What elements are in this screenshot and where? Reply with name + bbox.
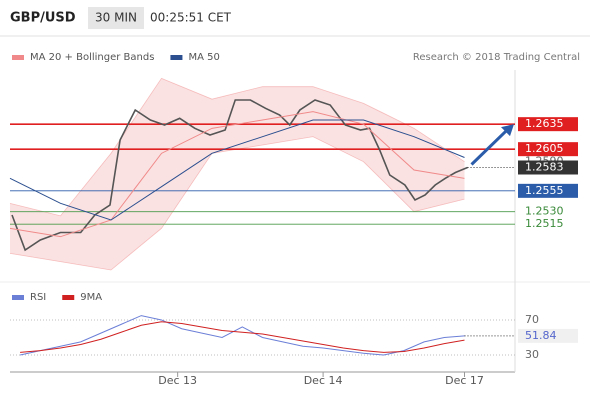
series-line	[19, 315, 465, 356]
y-tick-label: 1.2555	[525, 184, 564, 197]
series-line	[9, 111, 465, 238]
y-tick-label: 70	[525, 313, 539, 326]
timeframe-box	[88, 7, 144, 29]
y-tick-label: 1.2605	[525, 142, 564, 155]
y-tick-label: 1.2530	[525, 205, 564, 218]
level-box	[518, 117, 578, 132]
legend-label: RSI	[30, 292, 46, 303]
level-box	[518, 183, 578, 198]
x-tick-label: Dec 13	[158, 374, 197, 387]
band-edge	[9, 77, 465, 217]
last-value-label: 51.84	[525, 329, 557, 342]
y-tick-label: 1.2515	[525, 217, 564, 230]
series-line	[20, 321, 465, 353]
legend-swatch	[62, 295, 75, 300]
symbol: GBP/USD	[10, 11, 76, 26]
legend-swatch	[170, 55, 183, 60]
legend-swatch	[12, 295, 24, 300]
level-box	[518, 142, 578, 157]
series-line	[9, 119, 465, 221]
last-value-box	[518, 160, 578, 175]
last-value-label: 1.2583	[525, 161, 564, 174]
clock: 00:25:51 CET	[150, 11, 232, 25]
last-value-box	[518, 328, 578, 343]
legend-label: MA 50	[188, 52, 219, 63]
y-tick-label: 30	[525, 348, 539, 361]
legend-label: MA 20 + Bollinger Bands	[30, 52, 154, 63]
legend-label: 9MA	[80, 292, 102, 303]
credit: Research © 2018 Trading Central	[413, 52, 580, 63]
forecast-arrowhead	[501, 124, 514, 137]
timeframe: 30 MIN	[95, 11, 137, 25]
x-tick-label: Dec 14	[304, 374, 343, 387]
y-tick-label: 1.2635	[525, 117, 564, 130]
forecast-arrow	[470, 127, 511, 166]
price-line	[11, 99, 468, 252]
x-tick-label: Dec 17	[445, 374, 484, 387]
legend-swatch	[12, 55, 24, 60]
